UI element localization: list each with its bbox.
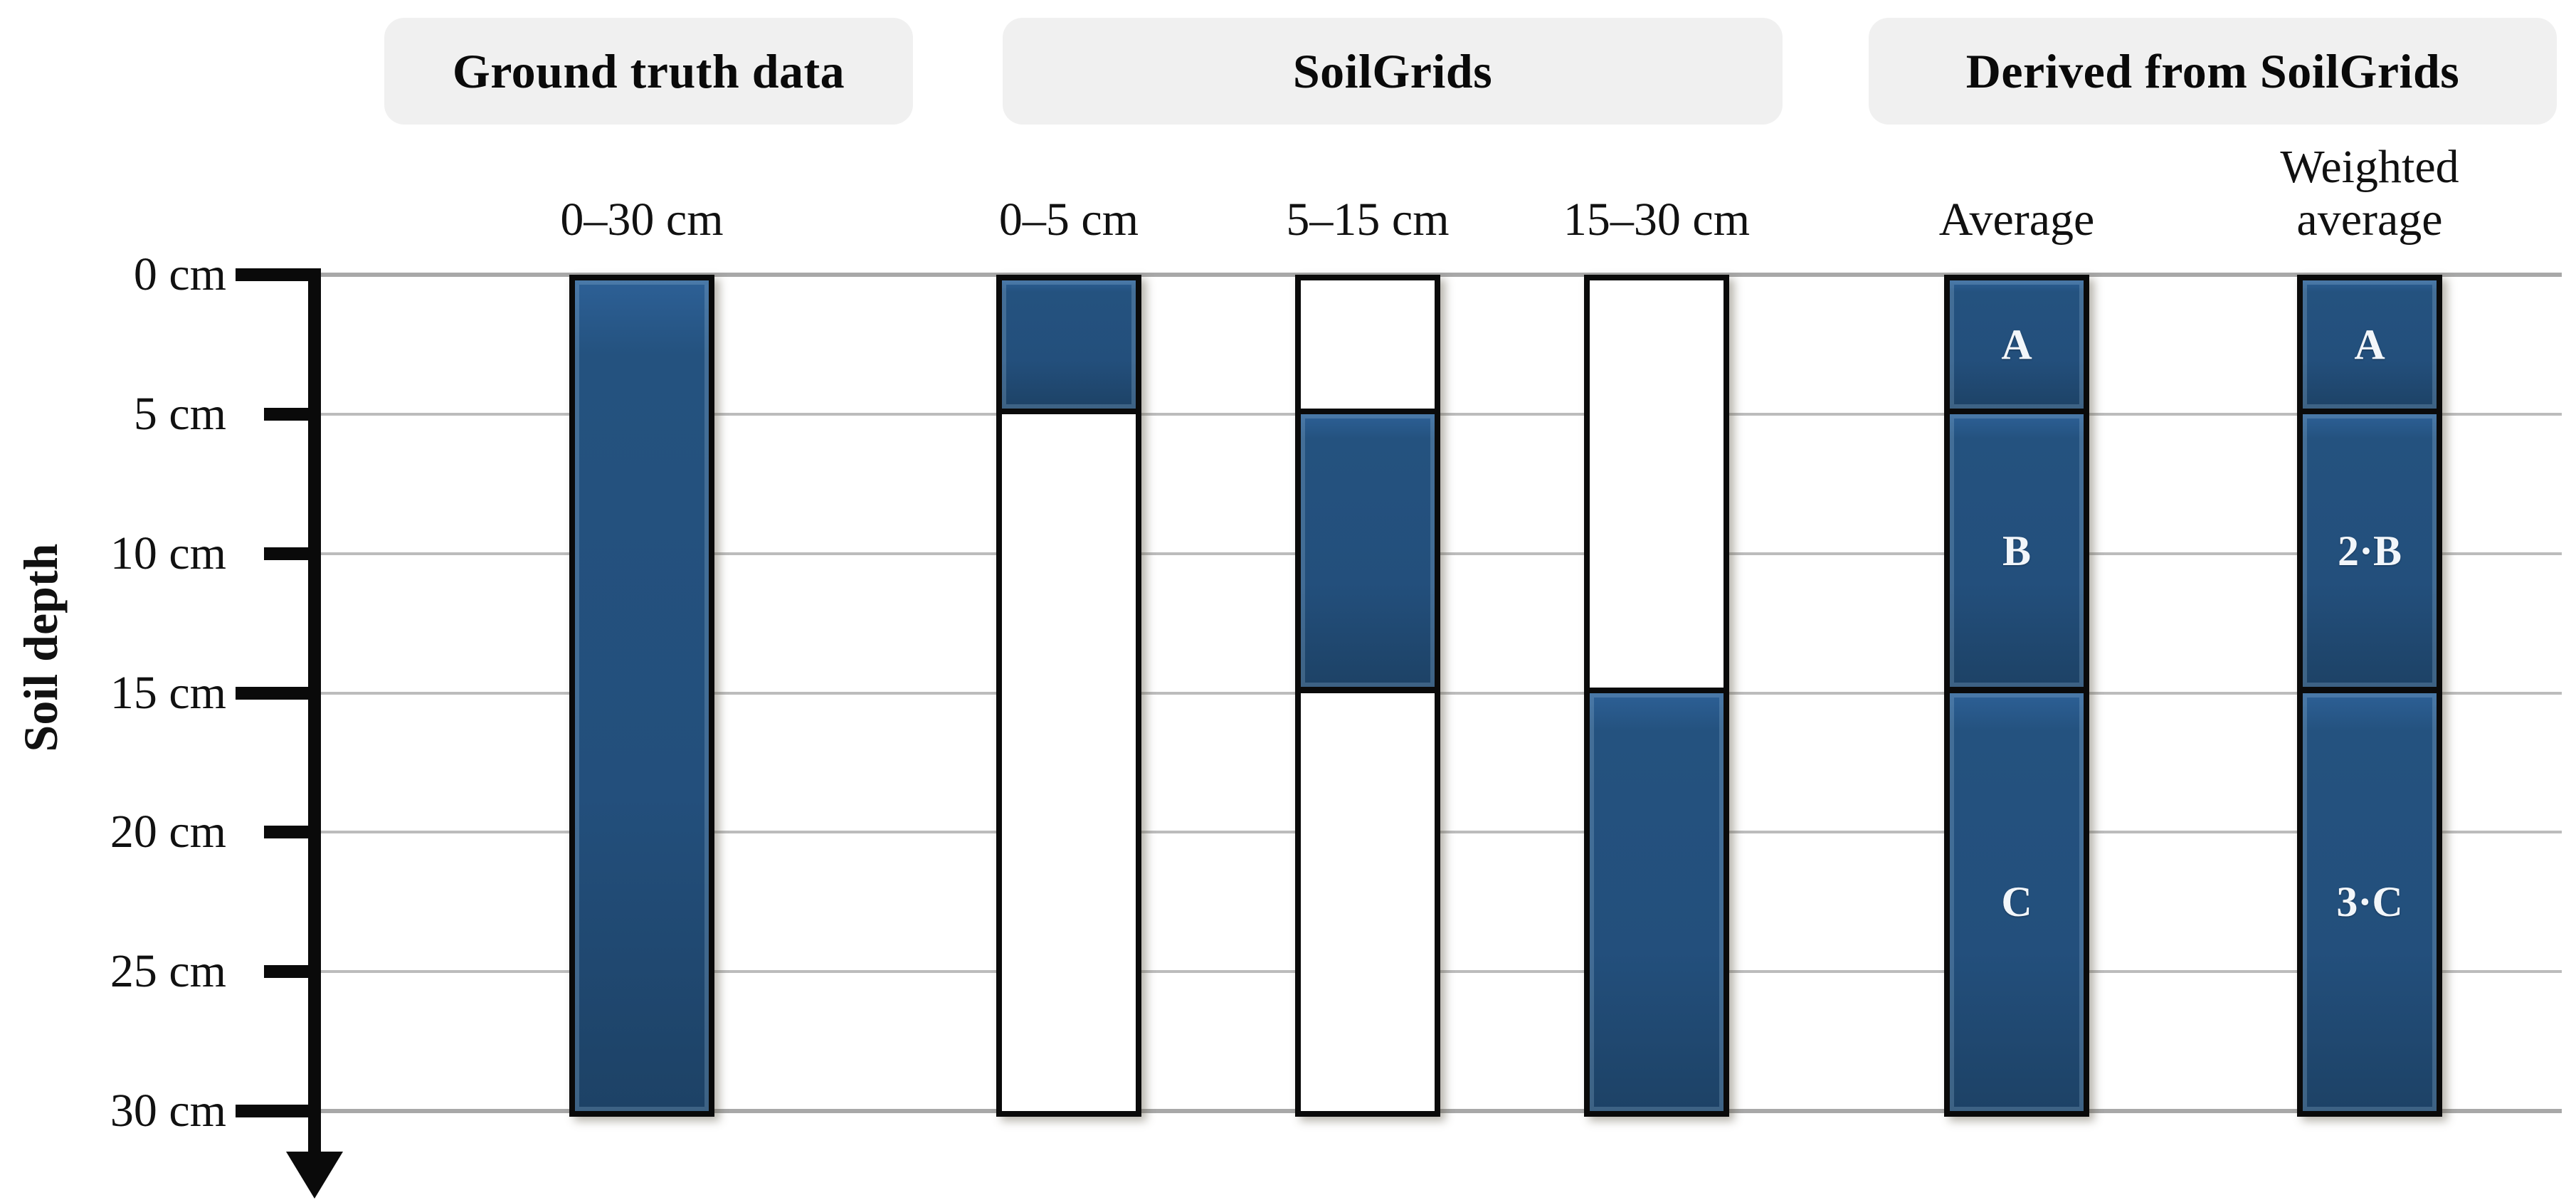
tick-label-5cm: 5 cm xyxy=(133,387,226,440)
depth-axis-line xyxy=(308,268,321,1160)
column-soilgrids-5-15 xyxy=(1295,275,1440,1117)
column-label-soilgrids-5-15: 5–15 cm xyxy=(1286,194,1449,246)
column-label-soilgrids-0-5: 0–5 cm xyxy=(999,194,1139,246)
segment-label-derived-average-5-15: B xyxy=(2002,527,2032,574)
segment-soilgrids-15-30-15-30-filled xyxy=(1584,687,1729,1117)
axis-tick-10cm xyxy=(264,547,321,560)
axis-tick-15cm xyxy=(236,686,321,700)
axis-tick-20cm xyxy=(264,826,321,839)
column-ground-truth-0-30 xyxy=(569,275,714,1117)
column-derived-weighted-average: A 2·B 3·C xyxy=(2297,275,2442,1117)
segment-derived-average-5-15-filled: B xyxy=(1944,408,2089,693)
tick-label-30cm: 30 cm xyxy=(110,1085,226,1137)
segment-label-derived-average-15-30: C xyxy=(2001,878,2032,926)
group-label-derived-from-soilgrids: Derived from SoilGrids xyxy=(1965,43,2460,98)
axis-tick-30cm xyxy=(236,1105,321,1117)
segment-label-derived-weighted-average-15-30: 3·C xyxy=(2336,878,2403,926)
column-label-ground-truth-0-30: 0–30 cm xyxy=(560,194,723,246)
segment-derived-average-15-30-filled: C xyxy=(1944,687,2089,1117)
axis-tick-0cm xyxy=(236,268,321,281)
column-soilgrids-15-30 xyxy=(1584,275,1729,1117)
tick-label-10cm: 10 cm xyxy=(110,527,226,579)
segment-soilgrids-0-5-5-30-empty xyxy=(996,408,1141,1117)
tick-label-15cm: 15 cm xyxy=(110,666,226,719)
segment-derived-weighted-average-0-5-filled: A xyxy=(2297,275,2442,414)
segment-soilgrids-15-30-0-15-empty xyxy=(1584,275,1729,693)
segment-soilgrids-5-15-15-30-empty xyxy=(1295,687,1440,1117)
column-label-line: 0–30 cm xyxy=(560,194,724,246)
segment-label-derived-weighted-average-5-15: 2·B xyxy=(2337,527,2402,574)
segment-label-derived-average-0-5: A xyxy=(2001,320,2032,368)
column-derived-average: A B C xyxy=(1944,275,2089,1117)
group-label-ground-truth: Ground truth data xyxy=(452,43,845,98)
segment-soilgrids-5-15-0-5-empty xyxy=(1295,275,1440,414)
column-label-soilgrids-15-30: 15–30 cm xyxy=(1563,194,1750,246)
column-label-line: average xyxy=(2296,194,2443,246)
segment-derived-weighted-average-15-30-filled: 3·C xyxy=(2297,687,2442,1117)
column-label-derived-average: Average xyxy=(1939,194,2095,246)
group-label-soilgrids: SoilGrids xyxy=(1292,43,1493,98)
column-label-line: Average xyxy=(1938,194,2095,246)
axis-tick-5cm xyxy=(264,407,321,421)
segment-soilgrids-0-5-0-5-filled xyxy=(996,275,1141,414)
group-box-soilgrids: SoilGrids xyxy=(1003,18,1783,125)
segment-ground-truth-0-30-0-30-filled xyxy=(569,275,714,1117)
group-box-ground-truth: Ground truth data xyxy=(384,18,913,125)
column-label-line: Weighted xyxy=(2280,141,2459,193)
tick-label-20cm: 20 cm xyxy=(110,806,226,858)
segment-soilgrids-5-15-5-15-filled xyxy=(1295,408,1440,693)
axis-tick-25cm xyxy=(264,965,321,979)
column-label-line: 0–5 cm xyxy=(998,194,1139,246)
tick-label-25cm: 25 cm xyxy=(110,945,226,998)
segment-label-derived-weighted-average-0-5: A xyxy=(2354,320,2385,368)
axis-title-soil-depth: Soil depth xyxy=(14,543,68,752)
column-soilgrids-0-5 xyxy=(996,275,1141,1117)
depth-axis-arrowhead-icon xyxy=(286,1152,343,1199)
column-label-derived-weighted-average: Weighted average xyxy=(2280,141,2459,246)
column-label-line: 15–30 cm xyxy=(1563,194,1751,246)
segment-derived-average-0-5-filled: A xyxy=(1944,275,2089,414)
segment-derived-weighted-average-5-15-filled: 2·B xyxy=(2297,408,2442,693)
column-label-line: 5–15 cm xyxy=(1286,194,1450,246)
tick-label-0cm: 0 cm xyxy=(133,248,226,300)
group-box-derived-from-soilgrids: Derived from SoilGrids xyxy=(1869,18,2557,125)
